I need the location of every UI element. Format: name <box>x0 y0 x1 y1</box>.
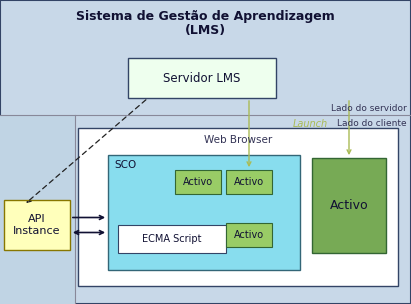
Text: Sistema de Gestão de Aprendizagem: Sistema de Gestão de Aprendizagem <box>76 10 335 23</box>
Text: Lado do cliente: Lado do cliente <box>337 119 407 128</box>
Text: Activo: Activo <box>234 230 264 240</box>
Bar <box>118 225 226 253</box>
Bar <box>108 155 300 270</box>
Text: ECMA Script: ECMA Script <box>142 234 202 244</box>
Bar <box>4 200 70 250</box>
Bar <box>226 170 272 194</box>
Text: Activo: Activo <box>183 177 213 187</box>
Text: Activo: Activo <box>330 199 368 212</box>
Text: Launch: Launch <box>293 119 328 129</box>
Text: Activo: Activo <box>234 177 264 187</box>
Text: Servidor LMS: Servidor LMS <box>163 71 241 85</box>
Text: Web Browser: Web Browser <box>204 135 272 145</box>
Text: (LMS): (LMS) <box>185 24 226 37</box>
Bar <box>0 115 75 304</box>
Text: SCO: SCO <box>114 160 136 170</box>
Bar <box>78 128 398 286</box>
Bar <box>128 58 276 98</box>
Bar <box>312 158 386 253</box>
Text: API
Instance: API Instance <box>13 214 61 236</box>
Bar <box>226 223 272 247</box>
Text: Lado do servidor: Lado do servidor <box>331 104 407 113</box>
Bar <box>175 170 221 194</box>
